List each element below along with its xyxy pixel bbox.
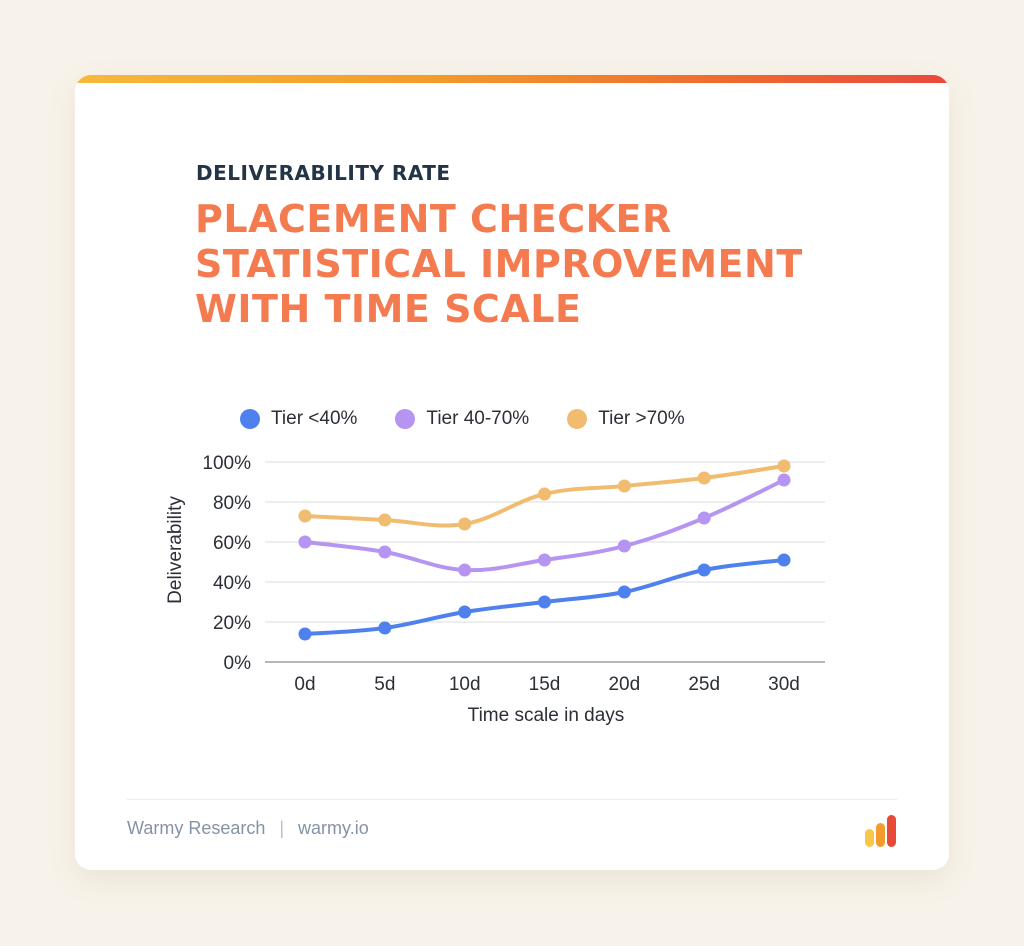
x-axis-ticks: 0d 5d 10d 15d 20d 25d 30d (294, 674, 799, 695)
line-chart: 0% 20% 40% 60% 80% 100% 0d 5d 10d 15d 20d 25d 30d D… (165, 453, 825, 726)
y-axis-label: Deliverability (165, 496, 186, 604)
data-point (378, 621, 392, 635)
data-point (697, 511, 711, 525)
chart-grid (265, 461, 825, 663)
footer-source: Warmy Research (127, 818, 266, 838)
legend-label-tier-low: Tier <40% (271, 408, 358, 429)
x-axis-label: Time scale in days (468, 705, 625, 726)
accent-bar (75, 75, 949, 83)
logo-bar-3 (887, 815, 896, 847)
footer-divider (127, 799, 897, 800)
legend-item-tier-high: Tier >70% (567, 408, 685, 430)
data-point (458, 563, 472, 577)
x-tick-label: 20d (608, 674, 640, 695)
y-tick-label: 80% (213, 493, 251, 514)
legend-item-tier-mid: Tier 40-70% (395, 408, 529, 430)
x-tick-label: 10d (449, 674, 481, 695)
legend-dot-tier-mid (395, 409, 416, 429)
data-point (617, 539, 631, 553)
chart-series (298, 459, 791, 641)
data-point (777, 553, 791, 567)
data-point (538, 553, 551, 567)
data-point (697, 471, 711, 485)
footer: Warmy Research | warmy.io (127, 818, 369, 839)
chart-title: PLACEMENT CHECKER STATISTICAL IMPROVEMEN… (195, 197, 803, 331)
x-tick-label: 5d (374, 674, 395, 695)
data-point (777, 459, 791, 473)
data-point (378, 513, 392, 527)
legend-dot-tier-high (567, 409, 588, 429)
data-point (458, 517, 472, 531)
chart-legend: Tier <40% Tier 40-70% Tier >70% (240, 408, 723, 430)
data-point (298, 627, 312, 641)
data-point (617, 585, 631, 599)
data-point (538, 487, 551, 501)
logo-bar-1 (865, 829, 874, 847)
footer-separator: | (279, 818, 285, 838)
data-point (538, 595, 551, 609)
data-point (298, 535, 312, 549)
data-point (378, 545, 392, 559)
x-tick-label: 30d (768, 674, 800, 695)
chart-kicker: DELIVERABILITY RATE (196, 161, 451, 185)
legend-item-tier-low: Tier <40% (240, 408, 357, 430)
data-point (777, 473, 791, 487)
x-tick-label: 15d (529, 674, 561, 695)
footer-site-link[interactable]: warmy.io (298, 818, 369, 838)
data-point (458, 605, 472, 619)
legend-dot-tier-low (240, 409, 260, 429)
data-point (298, 509, 312, 523)
y-tick-label: 40% (213, 573, 251, 594)
warmy-logo (865, 815, 899, 847)
y-tick-label: 60% (213, 533, 251, 554)
legend-label-tier-high: Tier >70% (598, 408, 685, 429)
data-point (617, 479, 631, 493)
y-tick-label: 100% (202, 453, 251, 474)
x-tick-label: 25d (688, 674, 720, 695)
report-card: DELIVERABILITY RATE PLACEMENT CHECKER ST… (75, 75, 949, 870)
logo-bar-2 (876, 823, 885, 847)
data-point (697, 563, 711, 577)
y-tick-label: 20% (213, 613, 251, 634)
y-axis-ticks: 0% 20% 40% 60% 80% 100% (202, 453, 251, 674)
x-tick-label: 0d (294, 674, 315, 695)
y-tick-label: 0% (224, 653, 252, 674)
legend-label-tier-mid: Tier 40-70% (426, 408, 530, 429)
